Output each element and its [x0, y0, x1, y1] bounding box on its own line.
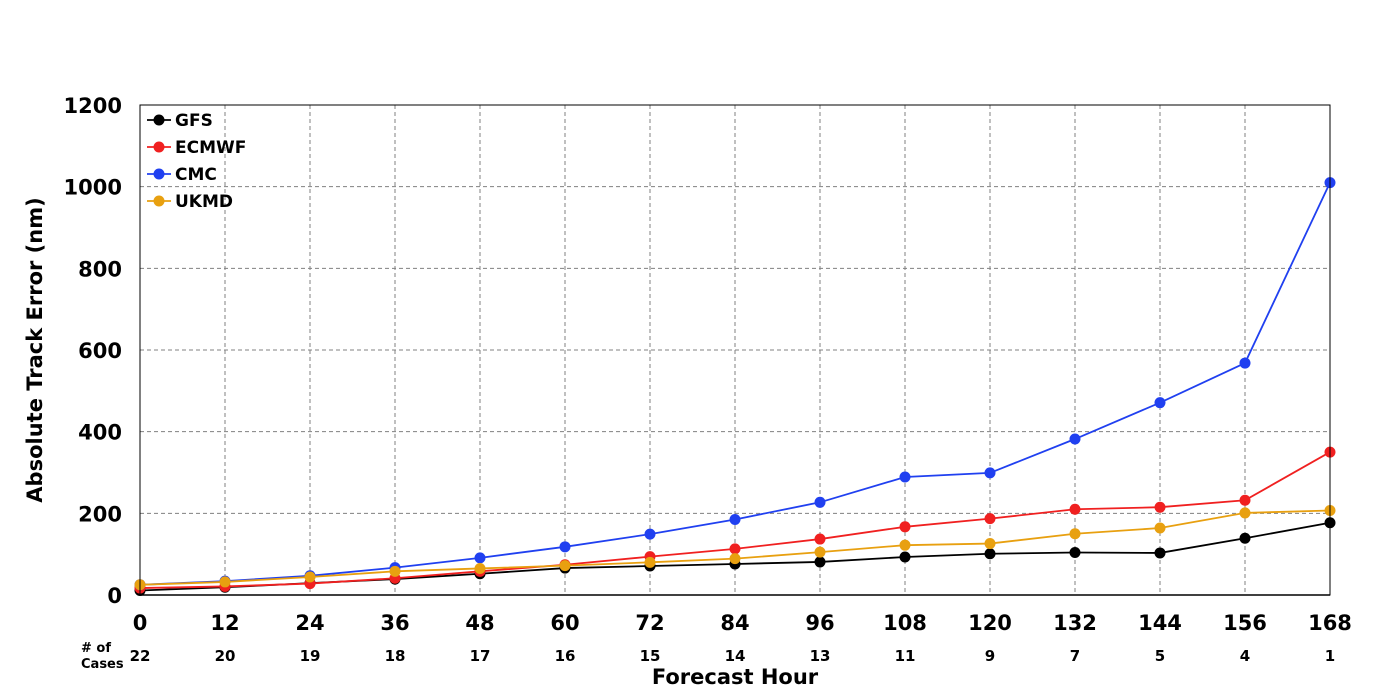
case-count: 14	[725, 647, 746, 665]
case-count: 9	[985, 647, 995, 665]
data-point-ecmwf	[899, 521, 911, 533]
data-point-gfs	[1069, 547, 1081, 559]
axes	[139, 104, 1331, 596]
data-point-cmc	[729, 513, 741, 525]
cases-row: # of Cases 22 20 19 18 17 16 15 14 13 11 9 7 5 4 1	[81, 641, 1335, 672]
legend-item-cmc: CMC	[147, 165, 217, 185]
legend: GFS ECMWF CMC UKMD	[147, 111, 246, 212]
y-axis-label: Absolute Track Error (nm)	[23, 197, 47, 502]
data-point-gfs	[899, 551, 911, 563]
case-count: 18	[385, 647, 406, 665]
data-point-ukmd	[474, 562, 486, 574]
data-point-ukmd	[729, 553, 741, 565]
data-point-ecmwf	[1069, 503, 1081, 515]
case-count: 15	[640, 647, 661, 665]
data-point-gfs	[984, 548, 996, 560]
case-count: 1	[1325, 647, 1335, 665]
y-tick-label: 800	[78, 257, 122, 281]
x-tick-label: 36	[380, 611, 409, 635]
case-count: 4	[1240, 647, 1250, 665]
legend-item-ukmd: UKMD	[147, 192, 233, 212]
data-point-cmc	[814, 496, 826, 508]
legend-label: UKMD	[175, 192, 233, 212]
y-tick-label: 1000	[64, 176, 122, 200]
y-tick-label: 600	[78, 339, 122, 363]
data-point-gfs	[814, 556, 826, 568]
data-point-cmc	[1239, 357, 1251, 369]
legend-label: GFS	[175, 111, 213, 131]
data-point-ecmwf	[984, 513, 996, 525]
x-axis-label: Forecast Hour	[652, 665, 819, 689]
case-count: 22	[130, 647, 151, 665]
data-point-cmc	[899, 471, 911, 483]
data-point-ecmwf	[814, 533, 826, 545]
data-point-cmc	[474, 552, 486, 564]
y-tick-label: 1200	[64, 94, 122, 118]
x-tick-label: 132	[1053, 611, 1097, 635]
data-point-cmc	[984, 467, 996, 479]
legend-swatch-marker	[153, 114, 165, 126]
case-count: 13	[810, 647, 831, 665]
grid-lines	[140, 105, 1330, 595]
data-point-ukmd	[1239, 507, 1251, 519]
cases-label-line1: # of	[81, 641, 111, 656]
data-point-ecmwf	[1154, 501, 1166, 513]
data-point-ukmd	[1069, 528, 1081, 540]
legend-item-gfs: GFS	[147, 111, 213, 131]
y-tick-labels: 0 200 400 600 800 1000 1200	[64, 94, 122, 608]
x-tick-label: 72	[635, 611, 664, 635]
x-tick-label: 108	[883, 611, 927, 635]
legend-label: ECMWF	[175, 138, 246, 158]
x-tick-labels: 0 12 24 36 48 60 72 84 96 108 120 132 144 156 168	[133, 611, 1352, 635]
data-point-cmc	[1154, 397, 1166, 409]
data-point-ukmd	[219, 576, 231, 588]
legend-item-ecmwf: ECMWF	[147, 138, 246, 158]
x-tick-label: 96	[805, 611, 834, 635]
data-point-ecmwf	[1239, 494, 1251, 506]
case-count: 17	[470, 647, 491, 665]
data-point-ukmd	[304, 571, 316, 583]
x-tick-label: 144	[1138, 611, 1182, 635]
cases-label-line2: Cases	[81, 657, 124, 672]
legend-label: CMC	[175, 165, 217, 185]
data-point-ukmd	[899, 539, 911, 551]
data-point-ukmd	[389, 565, 401, 577]
legend-swatch-marker	[153, 195, 165, 207]
case-count: 19	[300, 647, 321, 665]
data-point-cmc	[559, 541, 571, 553]
y-tick-label: 200	[78, 502, 122, 526]
series-ukmd	[134, 504, 1336, 591]
data-point-ukmd	[814, 546, 826, 558]
x-tick-label: 84	[720, 611, 749, 635]
x-tick-label: 156	[1223, 611, 1267, 635]
legend-swatch-marker	[153, 141, 165, 153]
y-tick-label: 400	[78, 421, 122, 445]
x-tick-label: 12	[210, 611, 239, 635]
data-point-ukmd	[559, 560, 571, 572]
x-tick-label: 0	[133, 611, 148, 635]
case-count: 7	[1070, 647, 1080, 665]
data-point-ukmd	[984, 538, 996, 550]
data-point-cmc	[1069, 433, 1081, 445]
data-point-gfs	[1154, 547, 1166, 559]
legend-swatch-marker	[153, 168, 165, 180]
case-count: 5	[1155, 647, 1165, 665]
case-count: 11	[895, 647, 916, 665]
case-count: 20	[215, 647, 236, 665]
case-count: 16	[555, 647, 576, 665]
data-point-ukmd	[644, 556, 656, 568]
data-point-cmc	[644, 528, 656, 540]
series-layer	[134, 177, 1336, 597]
data-point-ukmd	[1154, 522, 1166, 534]
x-tick-label: 168	[1308, 611, 1352, 635]
x-tick-label: 60	[550, 611, 579, 635]
data-point-ecmwf	[729, 543, 741, 555]
x-tick-label: 48	[465, 611, 494, 635]
data-point-gfs	[1239, 532, 1251, 544]
y-tick-label: 0	[107, 584, 122, 608]
x-tick-label: 120	[968, 611, 1012, 635]
x-tick-label: 24	[295, 611, 324, 635]
